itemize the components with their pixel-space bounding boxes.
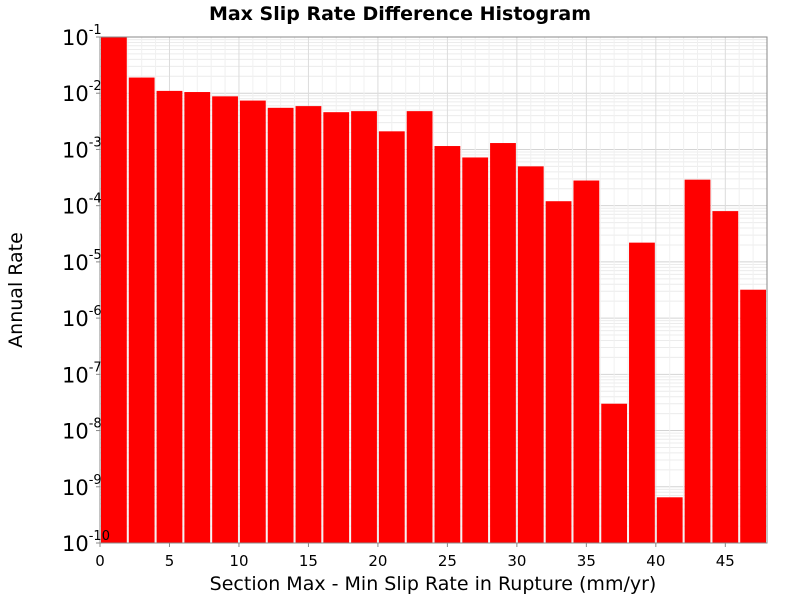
plot-frame — [99, 36, 768, 544]
y-tick-label: 10-5 — [62, 248, 102, 275]
bars — [101, 37, 766, 544]
x-tick-label: 30 — [507, 552, 526, 570]
histogram-bar — [156, 90, 183, 544]
y-tick-label: 10-4 — [62, 192, 102, 219]
x-tick-label: 10 — [229, 552, 248, 570]
histogram-bar — [629, 242, 655, 543]
y-axis-ticks: 10-1 10-2 10-3 10-4 10-5 10-6 10-7 10-8 10-9 10-1… — [62, 23, 110, 556]
histogram-bar — [545, 201, 572, 544]
histogram-bar — [406, 111, 433, 543]
histogram-bar — [295, 106, 322, 543]
y-tick-label: 10-7 — [62, 360, 102, 387]
y-tick-label: 10-1 — [62, 23, 102, 50]
y-tick-label: 10-10 — [62, 529, 110, 556]
x-tick-label: 40 — [646, 552, 665, 570]
x-tick-label: 35 — [577, 552, 596, 570]
histogram-bar — [712, 211, 739, 543]
histogram-bar — [101, 37, 127, 543]
histogram-bar — [740, 289, 766, 543]
histogram-bar — [267, 107, 294, 543]
histogram-bar — [517, 166, 544, 543]
x-tick-label: 0 — [95, 552, 105, 570]
x-tick-label: 15 — [299, 552, 318, 570]
x-tick-label: 20 — [368, 552, 387, 570]
histogram-bar — [351, 111, 377, 543]
histogram-bar — [128, 77, 155, 543]
y-tick-label: 10-6 — [62, 304, 102, 331]
x-tick-label: 45 — [716, 552, 735, 570]
histogram-bar — [323, 112, 350, 543]
histogram-bar — [462, 157, 489, 544]
y-tick-label: 10-9 — [62, 473, 102, 500]
y-axis-label: Annual Rate — [5, 232, 27, 348]
histogram-bar — [184, 92, 211, 543]
y-tick-label: 10-2 — [62, 79, 102, 106]
chart-title: Max Slip Rate Difference Histogram — [209, 3, 591, 25]
histogram-bar — [212, 96, 238, 543]
x-axis-label: Section Max - Min Slip Rate in Rupture (… — [210, 573, 657, 595]
histogram-bar — [573, 180, 600, 544]
x-axis-ticks: 0 5 10 15 20 25 30 35 40 45 — [95, 543, 735, 570]
histogram-bar — [378, 131, 405, 543]
y-tick-label: 10-3 — [62, 135, 102, 162]
histogram-bar — [490, 143, 516, 543]
histogram-bar — [601, 403, 628, 543]
histogram-bar — [239, 100, 266, 543]
y-tick-label: 10-8 — [62, 417, 102, 444]
histogram-bar — [656, 497, 683, 543]
histogram-bar — [434, 146, 461, 544]
histogram-bar — [684, 179, 711, 543]
x-tick-label: 25 — [438, 552, 457, 570]
x-tick-label: 5 — [165, 552, 175, 570]
